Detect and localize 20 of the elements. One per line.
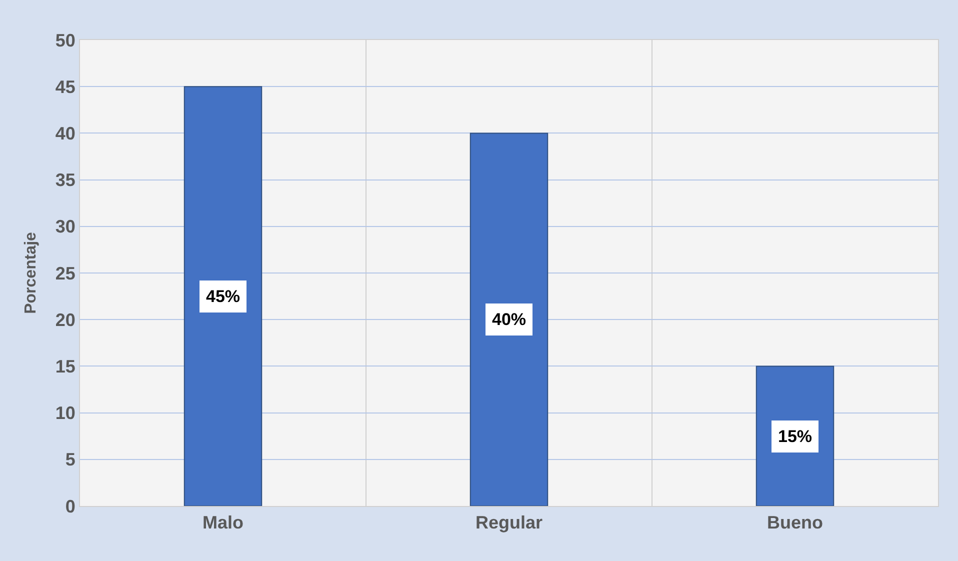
y-tick-label: 50 — [55, 30, 76, 50]
y-tick-label: 30 — [55, 216, 76, 237]
x-tick-label: Malo — [202, 512, 244, 533]
y-tick-label: 45 — [55, 76, 76, 97]
y-tick-label: 20 — [55, 310, 76, 330]
data-label: 45% — [206, 287, 240, 306]
x-tick-label: Regular — [475, 512, 543, 533]
data-label: 15% — [778, 427, 812, 446]
y-tick-label: 35 — [55, 170, 76, 190]
y-tick-label: 10 — [55, 403, 76, 424]
y-tick-label: 40 — [55, 124, 76, 144]
bar — [184, 86, 262, 506]
y-tick-label: 0 — [65, 496, 76, 516]
x-tick-label: Bueno — [767, 512, 823, 533]
y-axis-title: Porcentaje — [22, 232, 40, 314]
bar — [470, 132, 548, 506]
data-label: 40% — [492, 310, 526, 329]
y-tick-label: 5 — [65, 450, 76, 470]
y-tick-label: 15 — [55, 356, 76, 376]
y-tick-label: 25 — [55, 263, 76, 284]
